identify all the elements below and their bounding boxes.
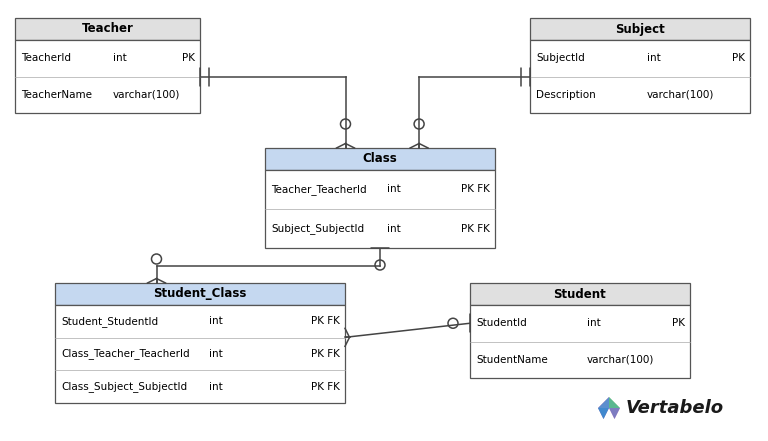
Text: Class: Class	[362, 153, 397, 165]
Text: PK: PK	[182, 53, 195, 63]
Polygon shape	[609, 397, 620, 419]
Text: PK FK: PK FK	[461, 224, 490, 233]
Text: SubjectId: SubjectId	[536, 53, 584, 63]
Bar	[530, 40, 750, 113]
Bar	[55, 305, 345, 403]
Text: int: int	[587, 318, 601, 328]
Text: Vertabelo: Vertabelo	[626, 399, 724, 417]
Polygon shape	[598, 397, 609, 408]
Bar	[15, 18, 200, 40]
Text: PK FK: PK FK	[311, 349, 340, 359]
Text: int: int	[209, 349, 223, 359]
Text: int: int	[209, 316, 223, 326]
Text: Teacher_TeacherId: Teacher_TeacherId	[271, 184, 366, 195]
Text: Class_Teacher_TeacherId: Class_Teacher_TeacherId	[61, 348, 190, 359]
Bar	[265, 148, 495, 170]
Polygon shape	[609, 397, 620, 408]
Bar	[470, 305, 690, 378]
Text: varchar(100): varchar(100)	[647, 90, 714, 100]
Text: int: int	[209, 381, 223, 392]
Text: PK FK: PK FK	[461, 184, 490, 194]
Text: StudentId: StudentId	[476, 318, 527, 328]
Text: int: int	[113, 53, 127, 63]
Text: Subject_SubjectId: Subject_SubjectId	[271, 223, 364, 234]
Bar	[530, 18, 750, 40]
Polygon shape	[609, 408, 620, 419]
Text: int: int	[647, 53, 660, 63]
Bar	[55, 283, 345, 305]
Text: PK: PK	[672, 318, 685, 328]
Text: int: int	[387, 224, 401, 233]
Polygon shape	[598, 408, 609, 419]
Text: TeacherName: TeacherName	[21, 90, 92, 100]
Text: PK FK: PK FK	[311, 316, 340, 326]
Text: varchar(100): varchar(100)	[113, 90, 180, 100]
Text: PK FK: PK FK	[311, 381, 340, 392]
Text: varchar(100): varchar(100)	[587, 355, 654, 365]
Text: Subject: Subject	[615, 22, 665, 35]
Text: int: int	[387, 184, 401, 194]
Text: Description: Description	[536, 90, 596, 100]
Bar	[265, 170, 495, 248]
Text: Class_Subject_SubjectId: Class_Subject_SubjectId	[61, 381, 187, 392]
Text: Student: Student	[554, 288, 607, 300]
Text: Student_Class: Student_Class	[154, 288, 247, 300]
Text: StudentName: StudentName	[476, 355, 548, 365]
Text: Student_StudentId: Student_StudentId	[61, 316, 158, 327]
Text: PK: PK	[732, 53, 745, 63]
Bar	[15, 40, 200, 113]
Bar	[470, 283, 690, 305]
Text: TeacherId: TeacherId	[21, 53, 71, 63]
Text: Teacher: Teacher	[81, 22, 134, 35]
Polygon shape	[598, 397, 609, 419]
